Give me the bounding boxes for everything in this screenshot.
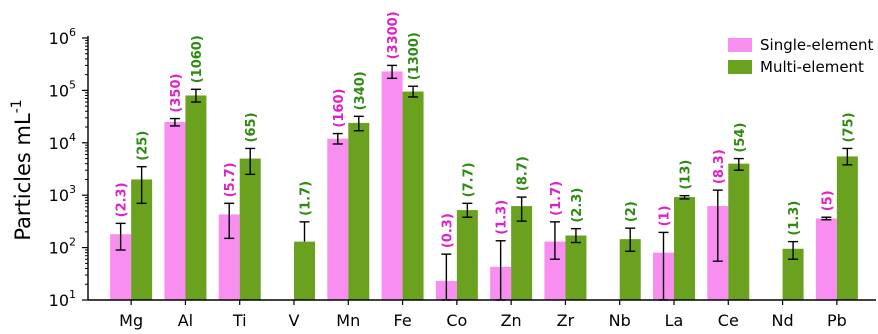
- category-label-Fe: Fe: [393, 311, 411, 330]
- y-tick-exponent-4: 4: [69, 131, 76, 144]
- y-tick-label-6: 106: [49, 26, 76, 48]
- bar-single-element-Al: [164, 121, 186, 301]
- category-label-Zr: Zr: [557, 311, 575, 330]
- y-axis-label-superscript: -1: [9, 99, 25, 113]
- bar-multi-element-Fe: [402, 91, 424, 300]
- category-axis: Mg Al Ti V Mn Fe Co Zn Zr Nb La Ce Nd Pb: [88, 299, 876, 330]
- y-tick-label-2: 102: [49, 236, 76, 258]
- bar-single-element-Fe: [381, 71, 403, 300]
- y-tick-exponent-6: 6: [69, 26, 76, 39]
- data-label-single-element-Zr: (1.7): [549, 181, 564, 216]
- y-tick-label-4: 104: [49, 131, 76, 153]
- bar-single-element-Zr: [544, 241, 566, 300]
- data-label-single-element-Zn: (1.3): [495, 200, 510, 235]
- data-label-multi-element-Zn: (8.7): [516, 156, 531, 191]
- category-label-Mn: Mn: [336, 311, 360, 330]
- data-label-multi-element-Nd: (1.3): [787, 201, 802, 236]
- legend-label-single-element: Single-element: [760, 36, 873, 54]
- bar-multi-element-Ti: [239, 158, 261, 300]
- y-tick-base-2: 10: [49, 239, 69, 258]
- data-label-multi-element-Mn: (340): [353, 71, 368, 110]
- bar-single-element-Pb: [815, 218, 837, 300]
- data-label-single-element-Mg: (2.3): [115, 182, 130, 217]
- bar-single-element-Mn: [327, 138, 349, 300]
- legend: Single-element Multi-element: [728, 36, 873, 76]
- bar-single-element-Mg: [110, 234, 132, 300]
- bar-multi-element-Co: [456, 210, 478, 300]
- data-label-single-element-Al: (350): [169, 74, 184, 113]
- category-label-Pb: Pb: [827, 311, 847, 330]
- bar-multi-element-Al: [185, 95, 207, 300]
- data-label-single-element-La: (1): [658, 205, 673, 226]
- y-tick-base-6: 10: [49, 29, 69, 48]
- bar-multi-element-V: [294, 241, 315, 300]
- data-label-multi-element-Al: (1060): [190, 35, 205, 83]
- data-label-multi-element-Ti: (65): [244, 112, 259, 142]
- bar-multi-element-Mg: [131, 179, 153, 300]
- data-label-single-element-Ti: (5.7): [223, 162, 238, 197]
- legend-swatch-multi-element: [728, 60, 752, 74]
- bar-multi-element-Pb: [836, 156, 858, 300]
- category-label-Mg: Mg: [119, 311, 143, 330]
- y-tick-exponent-2: 2: [69, 236, 76, 249]
- bar-multi-element-Zr: [565, 235, 587, 300]
- legend-label-multi-element: Multi-element: [760, 58, 864, 76]
- y-tick-base-1: 10: [49, 291, 69, 310]
- bar-single-element-Ti: [218, 214, 240, 300]
- data-label-multi-element-Fe: (1300): [407, 32, 422, 80]
- category-label-La: La: [665, 311, 684, 330]
- category-label-Co: Co: [446, 311, 467, 330]
- data-label-single-element-Pb: (5): [820, 190, 835, 211]
- y-axis-label: Particles mL-1: [9, 99, 35, 240]
- data-label-multi-element-Nb: (2): [624, 201, 639, 222]
- y-tick-exponent-5: 5: [69, 78, 76, 91]
- data-label-multi-element-Mg: (25): [136, 131, 151, 161]
- bar-multi-element-Nb: [619, 239, 641, 300]
- category-label-Zn: Zn: [501, 311, 522, 330]
- category-label-Nd: Nd: [772, 311, 794, 330]
- data-label-multi-element-Ce: (54): [733, 123, 748, 153]
- data-label-multi-element-Co: (7.7): [461, 162, 476, 197]
- bar-multi-element-Mn: [348, 122, 370, 301]
- y-tick-label-1: 101: [49, 288, 76, 310]
- data-label-multi-element-Pb: (75): [841, 112, 856, 142]
- category-label-Al: Al: [178, 311, 193, 330]
- y-tick-label-3: 103: [49, 183, 76, 205]
- category-label-V: V: [289, 311, 300, 330]
- data-label-single-element-Ce: (8.3): [712, 149, 727, 184]
- category-label-Ce: Ce: [718, 311, 739, 330]
- bar-multi-element-La: [674, 197, 695, 300]
- data-label-single-element-Fe: (3300): [386, 11, 401, 59]
- y-tick-base-3: 10: [49, 186, 69, 205]
- data-label-single-element-Mn: (160): [332, 89, 347, 128]
- y-tick-base-4: 10: [49, 134, 69, 153]
- category-label-Ti: Ti: [232, 311, 247, 330]
- y-tick-base-5: 10: [49, 81, 69, 100]
- legend-swatch-single-element: [728, 38, 752, 52]
- bar-multi-element-Nd: [782, 248, 804, 300]
- y-tick-exponent-1: 1: [69, 288, 76, 301]
- bar-multi-element-Zn: [511, 206, 533, 300]
- data-label-multi-element-La: (13): [679, 160, 694, 190]
- data-label-multi-element-V: (1.7): [299, 181, 314, 216]
- data-label-single-element-Co: (0.3): [440, 213, 455, 248]
- y-tick-exponent-3: 3: [69, 183, 76, 196]
- y-tick-label-5: 105: [49, 78, 76, 100]
- data-label-multi-element-Zr: (2.3): [570, 188, 585, 223]
- plot-area: (2.3) (25) (350) (1060) (5.7) (65) (1.7) (160) (…: [110, 11, 858, 301]
- bar-multi-element-Ce: [728, 163, 750, 300]
- category-label-Nb: Nb: [609, 311, 631, 330]
